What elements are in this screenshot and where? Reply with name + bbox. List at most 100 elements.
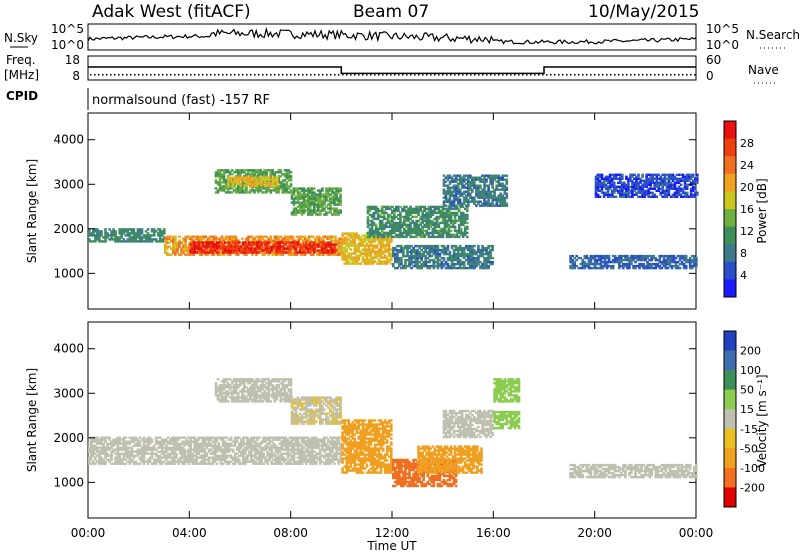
data-cell — [140, 454, 144, 457]
data-cell — [641, 191, 644, 194]
data-cell — [424, 256, 427, 260]
data-cell — [226, 171, 230, 174]
data-cell — [594, 175, 598, 178]
data-cell — [483, 190, 486, 193]
data-cell — [128, 452, 132, 455]
data-cell — [250, 245, 253, 248]
data-cell — [375, 252, 379, 255]
data-cell — [245, 173, 248, 176]
data-cell — [98, 460, 101, 463]
data-cell — [293, 253, 297, 256]
data-cell — [469, 262, 472, 266]
data-cell — [443, 229, 447, 233]
data-cell — [606, 195, 610, 198]
nave-dot — [582, 74, 584, 76]
data-cell — [269, 182, 273, 185]
data-cell — [386, 213, 390, 217]
data-cell — [368, 205, 372, 209]
data-cell — [170, 253, 173, 256]
data-cell — [406, 258, 409, 262]
data-cell — [170, 247, 173, 250]
data-cell — [448, 250, 452, 254]
data-cell — [442, 264, 446, 268]
data-cell — [298, 207, 302, 210]
data-cell — [112, 448, 115, 451]
data-cell — [225, 247, 229, 250]
data-cell — [441, 207, 445, 211]
data-cell — [619, 177, 622, 180]
data-cell — [653, 183, 656, 186]
data-cell — [461, 211, 465, 215]
data-cell — [651, 193, 654, 196]
data-cell — [575, 254, 578, 258]
data-cell — [190, 235, 193, 238]
data-cell — [452, 186, 456, 189]
data-cell — [297, 239, 301, 242]
data-cell — [366, 215, 370, 219]
data-cell — [134, 454, 138, 457]
data-cell — [391, 225, 394, 229]
data-cell — [308, 213, 312, 216]
data-cell — [158, 232, 162, 235]
data-cell — [345, 254, 348, 257]
data-cell — [165, 444, 168, 447]
data-cell — [650, 266, 653, 270]
data-cell — [268, 251, 271, 254]
nave-dot — [666, 74, 668, 76]
data-cell — [427, 205, 431, 209]
data-cell — [118, 228, 121, 231]
data-cell — [407, 209, 410, 213]
data-cell — [447, 235, 451, 239]
data-cell — [448, 254, 452, 258]
data-cell — [171, 462, 174, 465]
data-cell — [359, 250, 363, 253]
data-cell — [266, 241, 269, 244]
data-cell — [144, 452, 148, 455]
data-cell — [383, 250, 387, 253]
data-cell — [679, 179, 683, 182]
data-cell — [100, 456, 103, 459]
data-cell — [327, 191, 330, 194]
data-cell — [466, 235, 469, 239]
data-cell — [664, 262, 668, 266]
data-cell — [138, 228, 142, 231]
data-cell — [489, 180, 492, 183]
data-cell — [251, 181, 254, 184]
data-cell — [273, 237, 276, 240]
data-cell — [462, 180, 466, 183]
data-cell — [373, 250, 377, 253]
nave-dot — [258, 74, 260, 76]
data-cell — [174, 251, 177, 254]
data-cell — [182, 239, 185, 242]
data-cell — [390, 252, 393, 255]
data-cell — [379, 246, 383, 249]
data-cell — [411, 215, 414, 219]
data-cell — [313, 187, 316, 190]
data-cell — [163, 442, 166, 445]
data-cell — [694, 181, 697, 184]
data-cell — [422, 262, 425, 266]
nave-dot — [318, 74, 320, 76]
data-cell — [114, 232, 117, 235]
data-cell — [230, 191, 234, 194]
data-cell — [462, 198, 466, 201]
data-cell — [452, 190, 456, 193]
data-cell — [456, 184, 460, 187]
data-cell — [505, 204, 509, 207]
data-cell — [261, 187, 264, 190]
data-cell — [146, 436, 150, 439]
data-cell — [322, 239, 325, 242]
data-cell — [271, 169, 274, 172]
data-cell — [300, 245, 304, 248]
data-cell — [231, 249, 235, 252]
data-cell — [491, 182, 494, 185]
data-cell — [318, 239, 321, 242]
data-cell — [314, 237, 317, 240]
data-cell — [400, 256, 403, 260]
data-cell — [483, 196, 486, 199]
data-cell — [421, 219, 424, 223]
data-cell — [477, 202, 480, 205]
data-cell — [361, 234, 365, 237]
data-cell — [317, 209, 320, 212]
data-cell — [283, 187, 287, 190]
